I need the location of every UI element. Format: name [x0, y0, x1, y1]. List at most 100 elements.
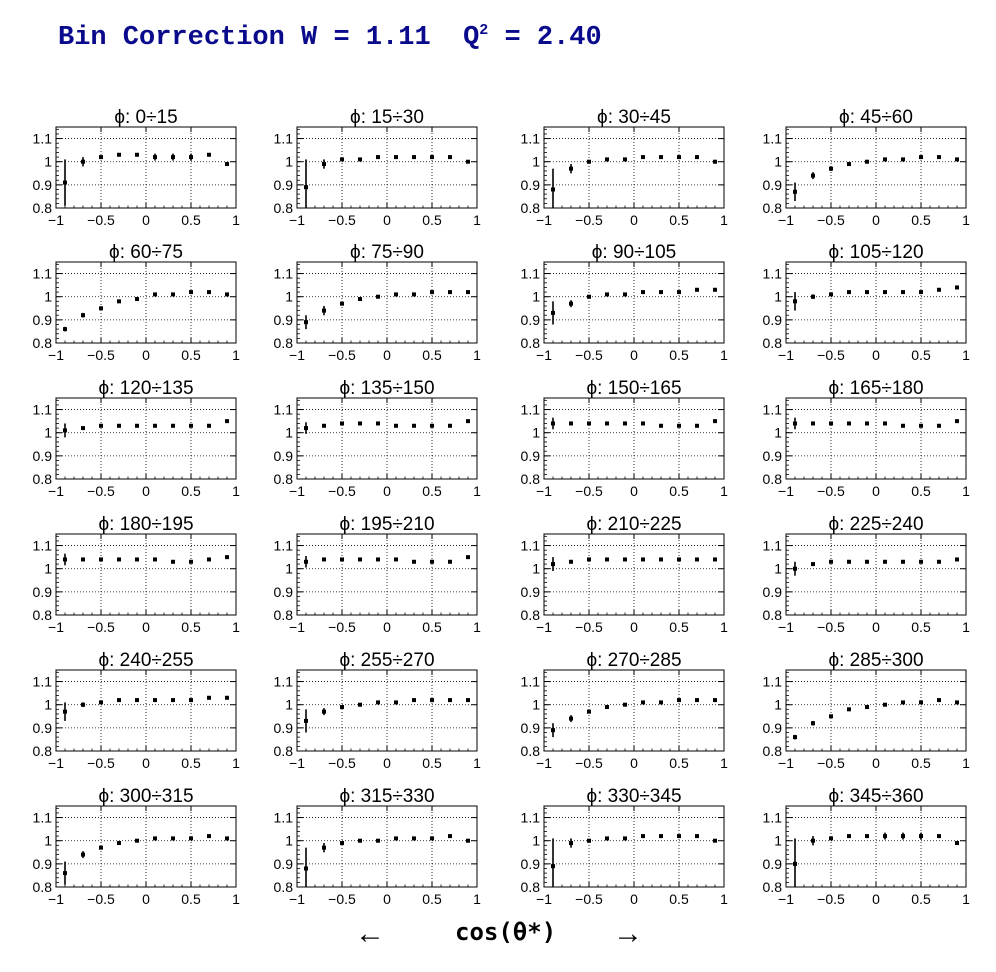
- x-tick-label: −1: [778, 483, 794, 499]
- data-point: [153, 423, 157, 428]
- x-tick-label: −0.5: [87, 755, 115, 771]
- y-tick-label: 1.1: [274, 538, 294, 554]
- y-tick-label: 0.9: [763, 448, 783, 464]
- panel-title: ϕ: 165÷180: [828, 378, 923, 399]
- x-tick-label: −0.5: [817, 347, 845, 363]
- data-point: [466, 290, 470, 295]
- x-tick-label: 1: [232, 619, 240, 635]
- y-tick-label: 1: [774, 697, 782, 713]
- y-tick-label: 0.9: [33, 448, 53, 464]
- x-tick-label: 0.5: [422, 755, 442, 771]
- panel-17: ϕ: 240÷255 −1 −0.5 0 0.5 1 0.8 0.9 1 1.1: [33, 650, 241, 771]
- y-tick-label: 0.8: [274, 200, 294, 216]
- x-tick-label: −1: [48, 755, 64, 771]
- y-tick-label: 1.1: [763, 674, 783, 690]
- data-point: [569, 166, 573, 171]
- data-point: [919, 423, 923, 428]
- x-tick-label: 0.5: [911, 483, 931, 499]
- y-tick-label: 0.8: [763, 743, 783, 759]
- y-tick-label: 0.9: [274, 856, 294, 872]
- x-tick-label: −1: [289, 755, 305, 771]
- x-tick-label: 0: [630, 347, 638, 363]
- x-tick-label: 0.5: [669, 347, 689, 363]
- x-tick-label: −0.5: [87, 891, 115, 907]
- data-point: [412, 423, 416, 428]
- x-tick-label: 1: [232, 755, 240, 771]
- panel-title: ϕ: 45÷60: [839, 107, 913, 128]
- data-point: [466, 555, 470, 560]
- data-point: [793, 299, 797, 304]
- data-point: [340, 705, 344, 710]
- y-tick-label: 0.9: [763, 177, 783, 193]
- x-tick-label: 0.5: [181, 619, 201, 635]
- data-point: [901, 290, 905, 295]
- y-tick-label: 0.9: [521, 720, 541, 736]
- y-tick-label: 0.8: [274, 471, 294, 487]
- data-point: [135, 698, 139, 703]
- data-point: [430, 155, 434, 160]
- y-tick-label: 1: [532, 289, 540, 305]
- x-tick-label: 0.5: [669, 619, 689, 635]
- data-point: [659, 700, 663, 705]
- data-point: [569, 559, 573, 564]
- data-point: [569, 716, 573, 721]
- x-tick-label: 0: [630, 212, 638, 228]
- data-point: [448, 423, 452, 428]
- x-tick-label: 0.5: [669, 212, 689, 228]
- y-tick-label: 0.8: [763, 335, 783, 351]
- data-point: [207, 834, 211, 839]
- x-tick-label: 1: [473, 212, 481, 228]
- data-point: [117, 841, 121, 846]
- y-tick-label: 1.1: [763, 402, 783, 418]
- data-point: [587, 557, 591, 562]
- data-point: [225, 419, 229, 424]
- data-point: [901, 834, 905, 839]
- y-tick-label: 1: [285, 561, 293, 577]
- data-point: [358, 557, 362, 562]
- data-point: [847, 834, 851, 839]
- y-tick-label: 1.1: [274, 402, 294, 418]
- data-point: [81, 852, 85, 857]
- x-tick-label: −1: [536, 347, 552, 363]
- x-tick-label: −0.5: [575, 619, 603, 635]
- x-tick-label: 1: [962, 891, 970, 907]
- data-point: [865, 834, 869, 839]
- data-point: [448, 559, 452, 564]
- x-tick-label: 0: [872, 483, 880, 499]
- data-point: [394, 557, 398, 562]
- data-point: [955, 419, 959, 424]
- y-tick-label: 1.1: [274, 674, 294, 690]
- data-point: [695, 287, 699, 292]
- data-point: [937, 287, 941, 292]
- y-tick-label: 0.9: [521, 584, 541, 600]
- y-tick-label: 0.9: [33, 856, 53, 872]
- data-point: [189, 423, 193, 428]
- x-tick-label: −1: [778, 891, 794, 907]
- y-tick-label: 0.8: [763, 471, 783, 487]
- y-tick-label: 0.9: [763, 312, 783, 328]
- data-point: [901, 700, 905, 705]
- data-point: [153, 155, 157, 160]
- data-point: [677, 290, 681, 295]
- data-point: [641, 290, 645, 295]
- x-tick-label: −1: [536, 891, 552, 907]
- y-tick-label: 0.8: [33, 607, 53, 623]
- y-tick-label: 1: [285, 697, 293, 713]
- y-tick-label: 1: [532, 425, 540, 441]
- x-tick-label: 1: [720, 891, 728, 907]
- data-point: [171, 292, 175, 297]
- data-point: [340, 557, 344, 562]
- x-tick-label: 0: [142, 755, 150, 771]
- data-point: [81, 426, 85, 431]
- panel-5: ϕ: 60÷75 −1 −0.5 0 0.5 1 0.8 0.9 1 1.1: [33, 242, 241, 363]
- data-point: [394, 292, 398, 297]
- panel-3: ϕ: 30÷45 −1 −0.5 0 0.5 1 0.8 0.9 1 1.1: [521, 107, 729, 228]
- data-point: [466, 419, 470, 424]
- panel-title: ϕ: 105÷120: [828, 242, 923, 263]
- y-tick-label: 1.1: [33, 266, 53, 282]
- y-tick-label: 1.1: [763, 810, 783, 826]
- x-tick-label: −0.5: [328, 891, 356, 907]
- data-point: [623, 836, 627, 841]
- data-point: [811, 721, 815, 726]
- y-tick-label: 0.8: [521, 471, 541, 487]
